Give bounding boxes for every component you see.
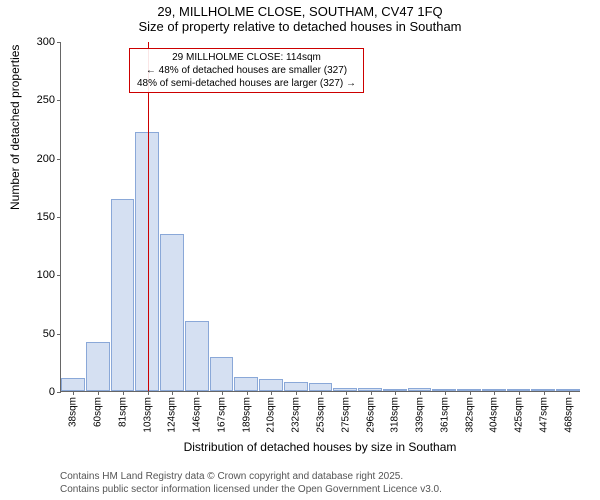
x-tick-label: 103sqm xyxy=(142,397,153,433)
x-tick-label: 447sqm xyxy=(538,397,549,433)
x-tick-mark xyxy=(420,391,421,395)
x-tick-mark xyxy=(271,391,272,395)
footer-attribution: Contains HM Land Registry data © Crown c… xyxy=(60,470,442,496)
x-tick-mark xyxy=(470,391,471,395)
y-axis-label: Number of detached properties xyxy=(8,45,22,210)
x-tick-label: 296sqm xyxy=(365,397,376,433)
x-tick-label: 425sqm xyxy=(514,397,525,433)
x-tick-mark xyxy=(371,391,372,395)
y-tick-mark xyxy=(57,159,61,160)
x-tick-mark xyxy=(445,391,446,395)
x-tick-mark xyxy=(569,391,570,395)
annotation-line: 48% of semi-detached houses are larger (… xyxy=(136,77,357,90)
x-tick-mark xyxy=(494,391,495,395)
y-tick-mark xyxy=(57,100,61,101)
x-tick-label: 167sqm xyxy=(216,397,227,433)
x-tick-label: 60sqm xyxy=(93,397,104,427)
annotation-line: ← 48% of detached houses are smaller (32… xyxy=(136,64,357,77)
x-tick-label: 253sqm xyxy=(316,397,327,433)
histogram-bar xyxy=(86,342,110,391)
histogram-bar xyxy=(160,234,184,392)
footer-line1: Contains HM Land Registry data © Crown c… xyxy=(60,470,442,483)
y-tick-mark xyxy=(57,217,61,218)
plot-area: 05010015020025030038sqm60sqm81sqm103sqm1… xyxy=(60,42,580,392)
x-tick-mark xyxy=(148,391,149,395)
y-tick-mark xyxy=(57,42,61,43)
histogram-bar xyxy=(210,357,234,391)
x-tick-mark xyxy=(519,391,520,395)
y-tick-mark xyxy=(57,334,61,335)
x-tick-mark xyxy=(247,391,248,395)
x-tick-mark xyxy=(321,391,322,395)
annotation-line: 29 MILLHOLME CLOSE: 114sqm xyxy=(136,51,357,64)
x-tick-mark xyxy=(73,391,74,395)
x-tick-mark xyxy=(197,391,198,395)
histogram-bar xyxy=(111,199,135,392)
property-marker-line xyxy=(148,42,149,391)
x-tick-label: 468sqm xyxy=(563,397,574,433)
x-tick-mark xyxy=(222,391,223,395)
histogram-bar xyxy=(259,379,283,391)
footer-line2: Contains public sector information licen… xyxy=(60,483,442,496)
chart-subtitle: Size of property relative to detached ho… xyxy=(0,19,600,38)
x-tick-label: 382sqm xyxy=(464,397,475,433)
x-tick-label: 146sqm xyxy=(192,397,203,433)
x-tick-mark xyxy=(98,391,99,395)
x-tick-label: 210sqm xyxy=(266,397,277,433)
x-tick-mark xyxy=(172,391,173,395)
x-tick-mark xyxy=(544,391,545,395)
x-tick-label: 81sqm xyxy=(117,397,128,427)
histogram-bar xyxy=(284,382,308,391)
x-tick-mark xyxy=(346,391,347,395)
x-tick-label: 232sqm xyxy=(291,397,302,433)
x-tick-label: 38sqm xyxy=(68,397,79,427)
histogram-bar xyxy=(61,378,85,391)
histogram-bar xyxy=(309,383,333,391)
chart-title: 29, MILLHOLME CLOSE, SOUTHAM, CV47 1FQ xyxy=(0,0,600,19)
x-axis-label: Distribution of detached houses by size … xyxy=(60,440,580,454)
x-tick-label: 404sqm xyxy=(489,397,500,433)
y-tick-mark xyxy=(57,392,61,393)
x-tick-label: 189sqm xyxy=(241,397,252,433)
x-tick-mark xyxy=(296,391,297,395)
x-tick-label: 361sqm xyxy=(439,397,450,433)
x-tick-label: 275sqm xyxy=(340,397,351,433)
x-tick-label: 339sqm xyxy=(415,397,426,433)
x-tick-mark xyxy=(123,391,124,395)
x-tick-label: 318sqm xyxy=(390,397,401,433)
annotation-box: 29 MILLHOLME CLOSE: 114sqm← 48% of detac… xyxy=(129,48,364,93)
y-tick-mark xyxy=(57,275,61,276)
histogram-bar xyxy=(234,377,258,391)
histogram-bar xyxy=(185,321,209,391)
x-tick-mark xyxy=(395,391,396,395)
x-tick-label: 124sqm xyxy=(167,397,178,433)
chart-container: 29, MILLHOLME CLOSE, SOUTHAM, CV47 1FQ S… xyxy=(0,0,600,500)
